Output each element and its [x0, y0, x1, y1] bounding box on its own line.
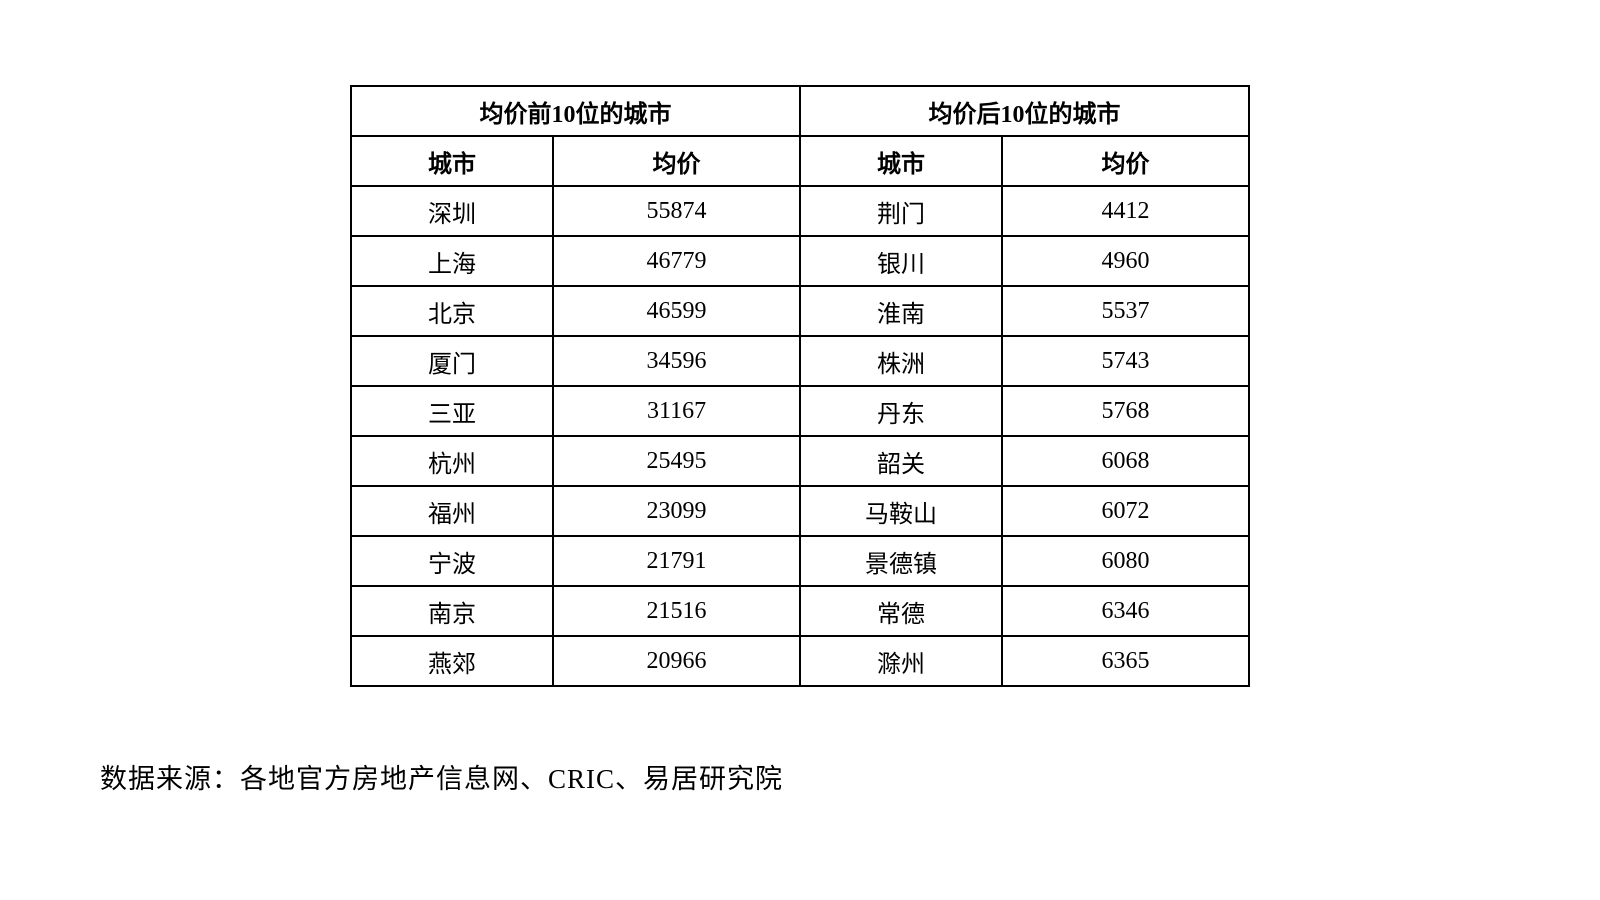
cell-city-left: 宁波: [351, 536, 553, 586]
cell-city-right: 常德: [800, 586, 1002, 636]
price-table: 均价前10位的城市 均价后10位的城市 城市 均价 城市 均价 深圳 55874…: [350, 85, 1250, 687]
cell-city-right: 淮南: [800, 286, 1002, 336]
sub-header-row: 城市 均价 城市 均价: [351, 136, 1249, 186]
cell-city-left: 福州: [351, 486, 553, 536]
cell-city-right: 马鞍山: [800, 486, 1002, 536]
cell-city-left: 南京: [351, 586, 553, 636]
cell-city-right: 荆门: [800, 186, 1002, 236]
cell-city-left: 厦门: [351, 336, 553, 386]
table-row: 深圳 55874 荆门 4412: [351, 186, 1249, 236]
cell-city-right: 丹东: [800, 386, 1002, 436]
cell-price-left: 46599: [553, 286, 800, 336]
cell-city-left: 燕郊: [351, 636, 553, 686]
header-top10: 均价前10位的城市: [351, 86, 800, 136]
table-body: 深圳 55874 荆门 4412 上海 46779 银川 4960 北京 465…: [351, 186, 1249, 686]
cell-city-right: 景德镇: [800, 536, 1002, 586]
cell-price-right: 6068: [1002, 436, 1249, 486]
cell-city-left: 深圳: [351, 186, 553, 236]
col-price-right: 均价: [1002, 136, 1249, 186]
cell-price-right: 4960: [1002, 236, 1249, 286]
cell-price-right: 5537: [1002, 286, 1249, 336]
table-row: 福州 23099 马鞍山 6072: [351, 486, 1249, 536]
cell-price-right: 6080: [1002, 536, 1249, 586]
table-row: 三亚 31167 丹东 5768: [351, 386, 1249, 436]
table-row: 厦门 34596 株洲 5743: [351, 336, 1249, 386]
header-bottom10: 均价后10位的城市: [800, 86, 1249, 136]
cell-price-left: 20966: [553, 636, 800, 686]
cell-price-right: 4412: [1002, 186, 1249, 236]
cell-price-right: 6346: [1002, 586, 1249, 636]
data-source-note: 数据来源：各地官方房地产信息网、CRIC、易居研究院: [100, 757, 1500, 796]
col-city-left: 城市: [351, 136, 553, 186]
cell-price-left: 23099: [553, 486, 800, 536]
cell-price-left: 21791: [553, 536, 800, 586]
cell-city-left: 上海: [351, 236, 553, 286]
cell-price-left: 31167: [553, 386, 800, 436]
table-row: 宁波 21791 景德镇 6080: [351, 536, 1249, 586]
cell-price-right: 5768: [1002, 386, 1249, 436]
cell-city-right: 株洲: [800, 336, 1002, 386]
table-row: 燕郊 20966 滁州 6365: [351, 636, 1249, 686]
group-header-row: 均价前10位的城市 均价后10位的城市: [351, 86, 1249, 136]
cell-price-left: 25495: [553, 436, 800, 486]
col-price-left: 均价: [553, 136, 800, 186]
cell-city-left: 杭州: [351, 436, 553, 486]
cell-city-right: 韶关: [800, 436, 1002, 486]
cell-city-left: 三亚: [351, 386, 553, 436]
cell-price-left: 46779: [553, 236, 800, 286]
cell-city-right: 滁州: [800, 636, 1002, 686]
cell-price-left: 34596: [553, 336, 800, 386]
cell-price-right: 5743: [1002, 336, 1249, 386]
cell-price-left: 55874: [553, 186, 800, 236]
cell-price-left: 21516: [553, 586, 800, 636]
cell-price-right: 6072: [1002, 486, 1249, 536]
table-row: 南京 21516 常德 6346: [351, 586, 1249, 636]
col-city-right: 城市: [800, 136, 1002, 186]
table-row: 北京 46599 淮南 5537: [351, 286, 1249, 336]
page: 均价前10位的城市 均价后10位的城市 城市 均价 城市 均价 深圳 55874…: [0, 0, 1600, 900]
table-row: 杭州 25495 韶关 6068: [351, 436, 1249, 486]
cell-city-left: 北京: [351, 286, 553, 336]
cell-city-right: 银川: [800, 236, 1002, 286]
cell-price-right: 6365: [1002, 636, 1249, 686]
table-row: 上海 46779 银川 4960: [351, 236, 1249, 286]
